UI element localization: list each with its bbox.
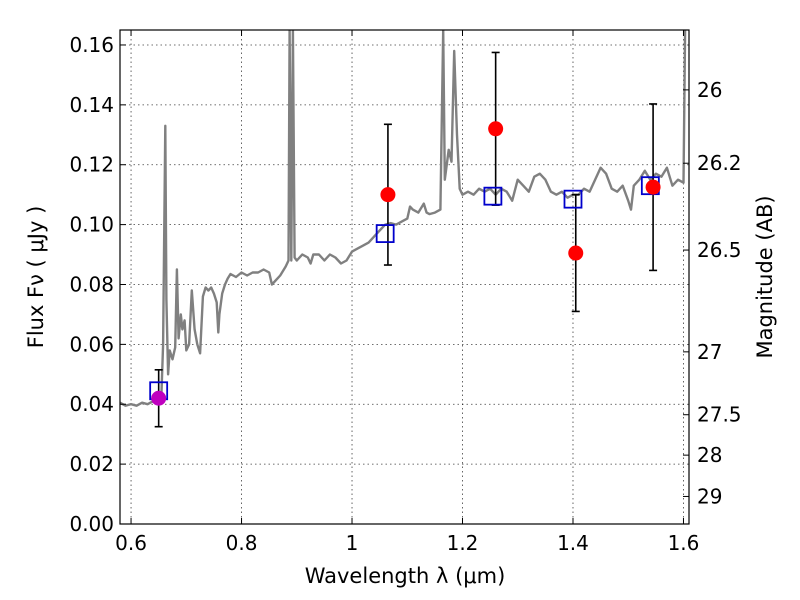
spectrum (120, 30, 687, 407)
y-tick-label: 0.02 (69, 452, 114, 476)
y2-tick-label: 26.5 (697, 238, 742, 262)
y2-tick-label: 27.5 (697, 403, 742, 427)
axis-ticks: 0.6 0.8 1 1.2 1.4 1.6 0.00 0.02 0.04 0.06 0.08 0.10… (69, 30, 742, 555)
data-points (149, 51, 661, 428)
y2-tick-label: 26.2 (697, 151, 742, 175)
y2-tick-label: 28 (697, 443, 722, 467)
observed-point (380, 187, 396, 203)
model-point (375, 224, 395, 243)
spectrum-line (120, 30, 687, 407)
y-tick-label: 0.00 (69, 512, 114, 536)
y2-axis-label: Magnitude (AB) (753, 195, 777, 358)
x-tick-label: 1.4 (557, 531, 589, 555)
y-tick-label: 0.16 (69, 33, 114, 57)
grid (120, 30, 689, 525)
model-point (563, 189, 583, 209)
observed-point (568, 245, 584, 261)
y2-tick-label: 27 (697, 340, 722, 364)
plot-frame (119, 29, 690, 525)
y-tick-label: 0.10 (69, 213, 114, 237)
x-tick-label: 0.8 (226, 531, 258, 555)
x-tick-label: 0.6 (115, 531, 147, 555)
observed-point (151, 390, 167, 406)
y-tick-label: 0.08 (69, 272, 114, 296)
y-axis-label: Flux Fν ( μJy ) (24, 206, 48, 349)
y-tick-label: 0.04 (69, 392, 114, 416)
y-tick-label: 0.12 (69, 153, 114, 177)
y2-tick-label: 29 (697, 484, 722, 508)
x-tick-label: 1 (346, 531, 359, 555)
y2-tick-label: 26 (697, 78, 722, 102)
observed-point (645, 179, 661, 195)
observed-point (488, 121, 504, 137)
x-axis-label: Wavelength λ (μm) (305, 564, 506, 588)
y-tick-label: 0.14 (69, 93, 114, 117)
x-tick-label: 1.2 (447, 531, 479, 555)
model-point (483, 186, 503, 206)
y-tick-label: 0.06 (69, 332, 114, 356)
x-tick-label: 1.6 (668, 531, 700, 555)
